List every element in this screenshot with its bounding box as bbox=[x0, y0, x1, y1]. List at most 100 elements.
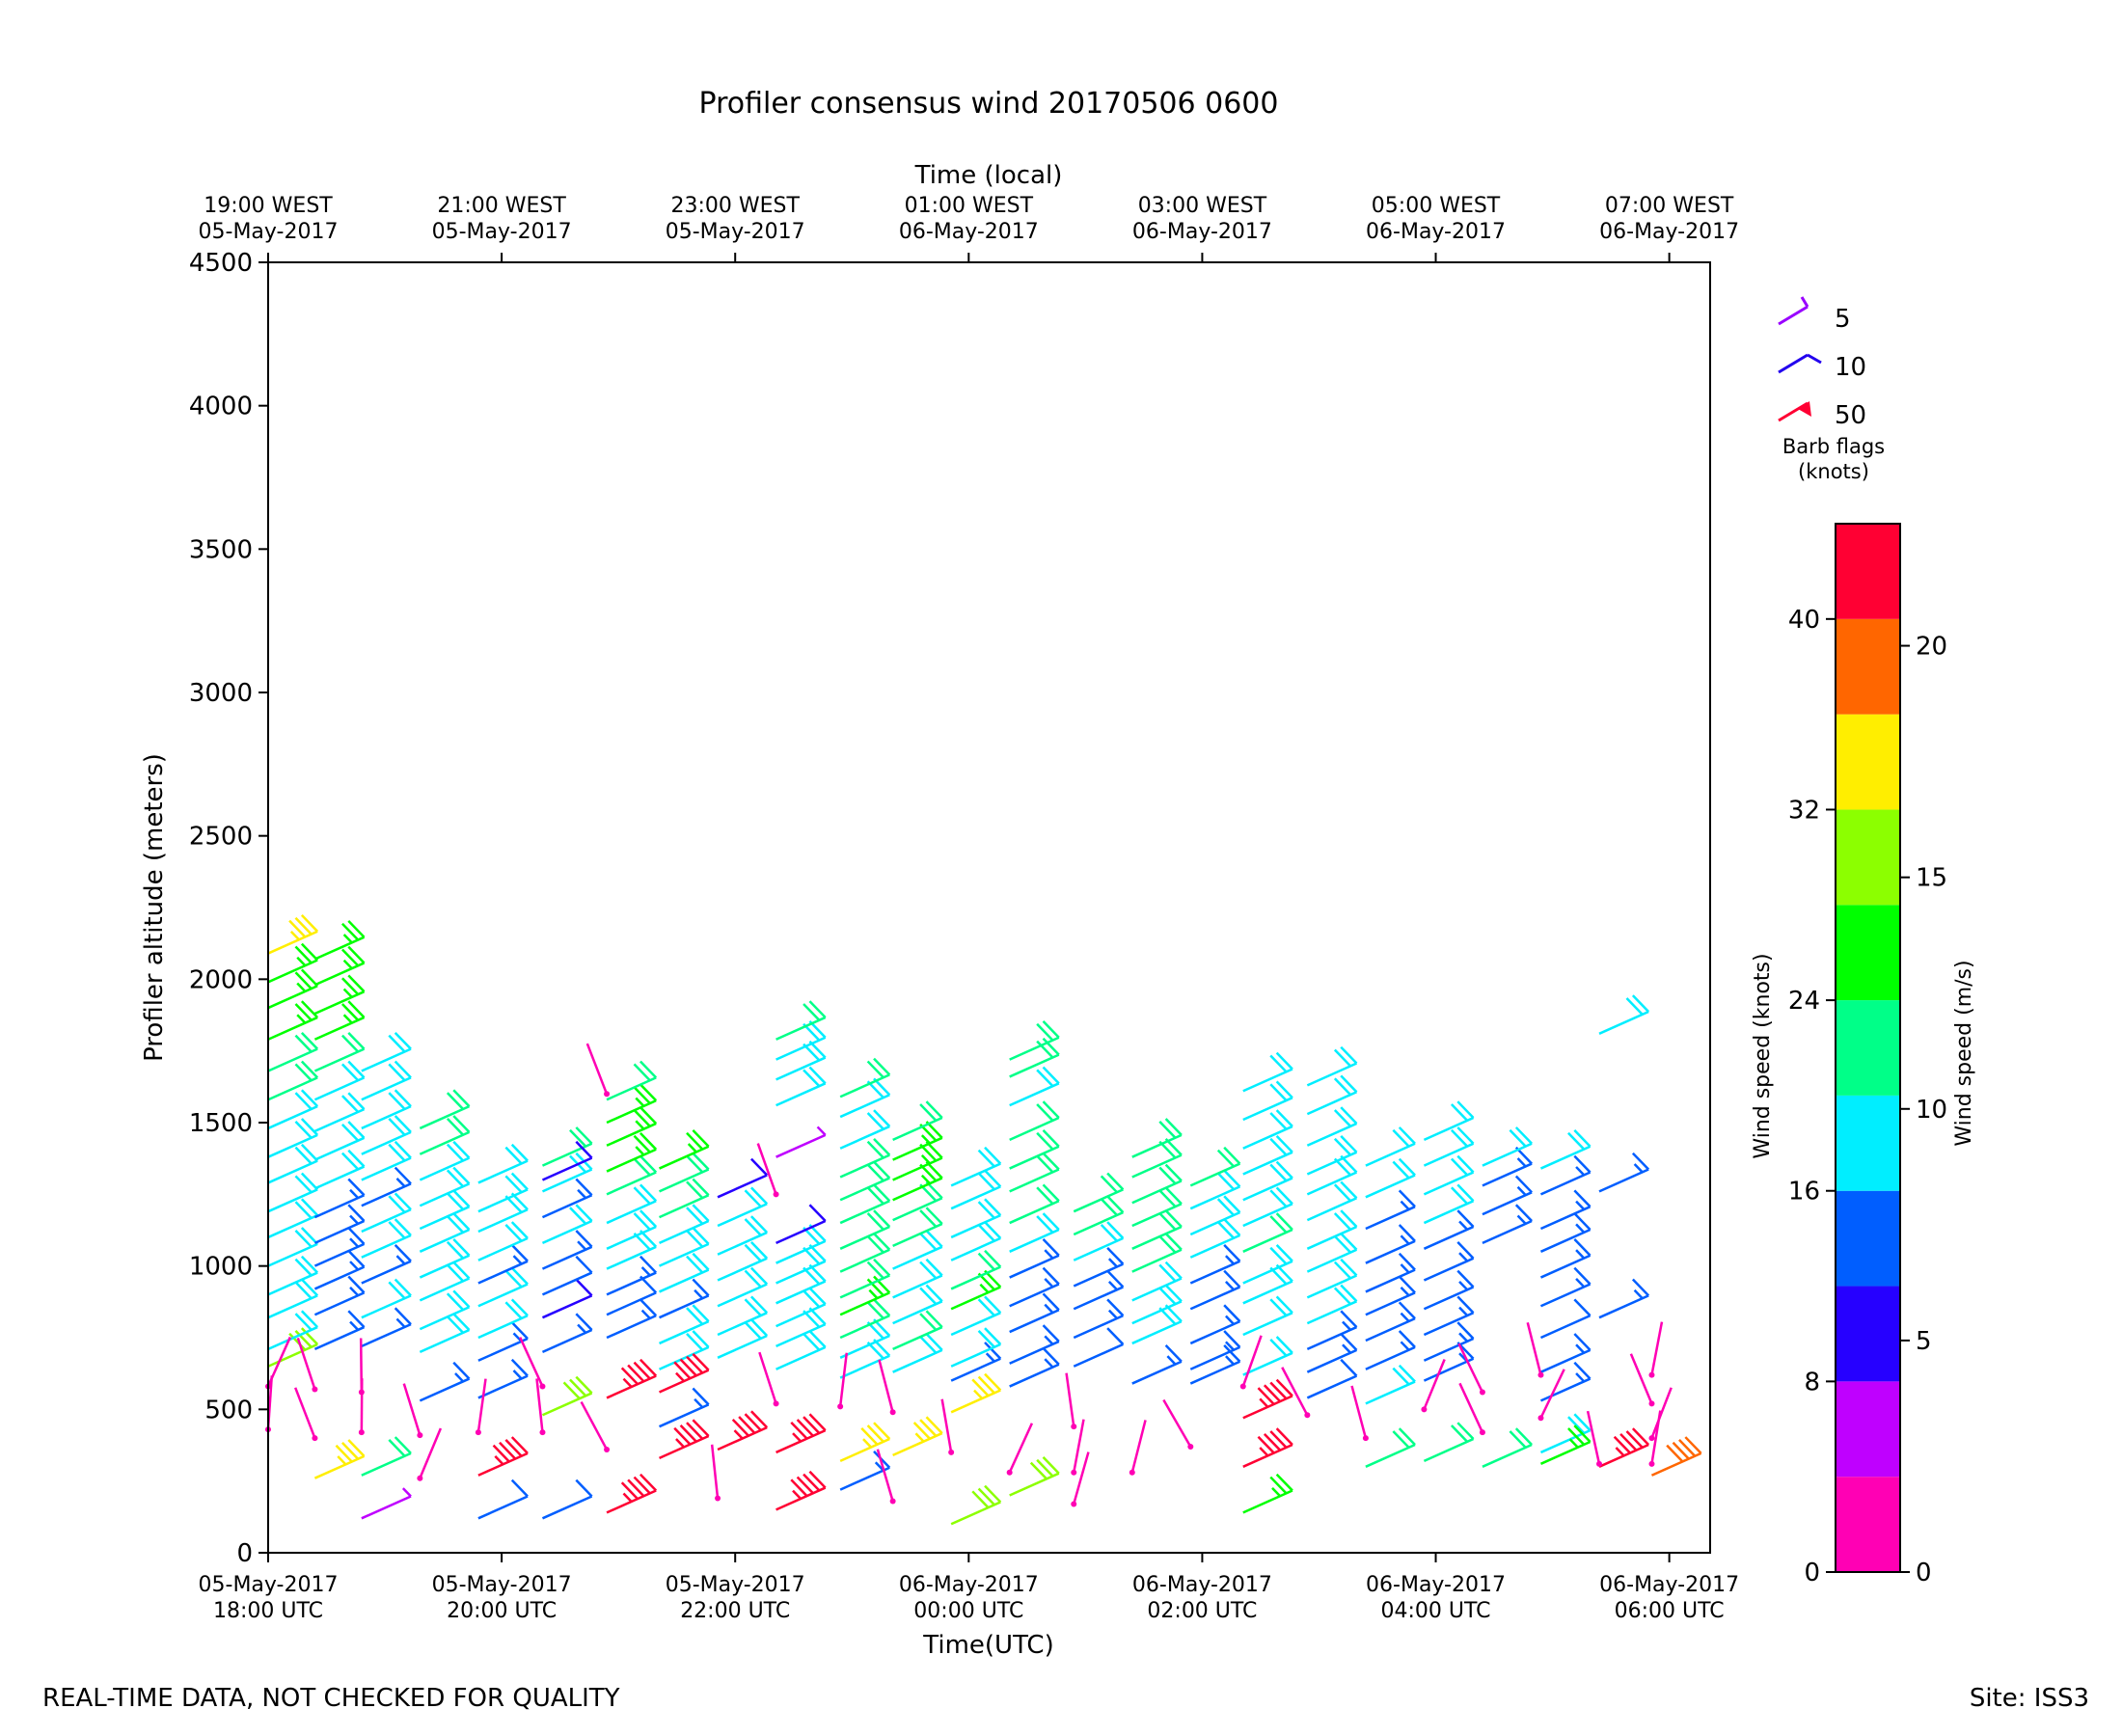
barb-shaft bbox=[419, 1206, 471, 1231]
barb-full bbox=[504, 1146, 523, 1165]
barb-half bbox=[1575, 1372, 1586, 1383]
barb-full bbox=[1275, 1378, 1293, 1397]
colorbar-knot-label: 16 bbox=[1788, 1178, 1820, 1207]
barb-full bbox=[347, 1439, 366, 1457]
barb-shaft bbox=[1073, 1419, 1085, 1473]
barb-shaft bbox=[476, 1378, 487, 1433]
wind-barb bbox=[477, 1172, 529, 1213]
barb-shaft bbox=[1482, 1443, 1533, 1468]
wind-barb bbox=[1423, 1241, 1475, 1282]
barb-half bbox=[1458, 1332, 1469, 1343]
wind-barb bbox=[475, 1378, 487, 1436]
barb-shaft bbox=[1423, 1337, 1475, 1362]
barb-shaft bbox=[1365, 1206, 1416, 1231]
wind-barb bbox=[419, 1238, 471, 1279]
barb-half bbox=[1615, 1447, 1625, 1457]
y-tick-label: 3000 bbox=[189, 679, 253, 708]
barb-shaft bbox=[1242, 1151, 1293, 1176]
barb-dot bbox=[889, 1409, 896, 1416]
wind-barb bbox=[1423, 1422, 1475, 1462]
barb-full bbox=[1631, 994, 1650, 1013]
y-tick-label: 1000 bbox=[189, 1253, 253, 1282]
barb-full bbox=[446, 1316, 465, 1334]
barb-half bbox=[342, 959, 353, 970]
barb-half bbox=[512, 1370, 523, 1380]
barb-half bbox=[1342, 1343, 1352, 1354]
barb-dot bbox=[1537, 1371, 1544, 1378]
barb-half bbox=[1458, 1281, 1469, 1291]
wind-barb bbox=[267, 1278, 319, 1319]
wind-barb bbox=[1131, 1118, 1183, 1158]
barb-shaft bbox=[1539, 1145, 1592, 1170]
wind-barb bbox=[1421, 1359, 1446, 1413]
barb-full bbox=[446, 1118, 465, 1136]
barb-shaft bbox=[1009, 1168, 1060, 1193]
barb-half bbox=[1400, 1200, 1410, 1210]
barb-shaft bbox=[717, 1312, 768, 1337]
wind-barb bbox=[775, 1330, 827, 1370]
barb-shaft bbox=[402, 1383, 422, 1436]
y-tick-label: 500 bbox=[204, 1396, 253, 1424]
barb-shaft bbox=[717, 1203, 768, 1228]
barb-shaft bbox=[1629, 1353, 1653, 1404]
barb-full bbox=[492, 1444, 510, 1463]
legend-barb-half bbox=[1800, 296, 1809, 308]
wind-barb bbox=[1009, 1266, 1060, 1308]
x2-tick-label: 05-May-2017 bbox=[199, 220, 339, 244]
x-tick-label: 05-May-2017 bbox=[199, 1573, 339, 1597]
barb-half bbox=[622, 1377, 633, 1388]
wind-barb bbox=[659, 1178, 710, 1219]
barb-full bbox=[1216, 1149, 1235, 1168]
barb-full bbox=[1567, 1427, 1586, 1446]
legend-barb-flag bbox=[1798, 401, 1811, 417]
barb-full bbox=[340, 1123, 360, 1142]
barb-half bbox=[792, 1432, 803, 1443]
wind-barb bbox=[1306, 1074, 1358, 1116]
wind-barb bbox=[1131, 1261, 1183, 1302]
barb-shaft bbox=[1650, 1387, 1673, 1439]
barb-shaft bbox=[419, 1130, 471, 1155]
barb-shaft bbox=[541, 1142, 593, 1167]
barb-full bbox=[803, 1333, 821, 1351]
barb-full bbox=[744, 1321, 762, 1340]
wind-barb bbox=[477, 1358, 529, 1399]
barb-full bbox=[452, 1140, 471, 1159]
barb-full bbox=[340, 1152, 360, 1171]
barb-full bbox=[1275, 1212, 1293, 1231]
colorbar-frame bbox=[1835, 523, 1901, 1573]
barb-shaft bbox=[1598, 1294, 1649, 1319]
wind-barb bbox=[1539, 1361, 1592, 1402]
barb-dot bbox=[1071, 1424, 1077, 1430]
wind-barb bbox=[267, 1172, 319, 1213]
barb-full bbox=[1333, 1109, 1352, 1127]
barb-full bbox=[300, 1060, 319, 1079]
barb-shaft bbox=[1131, 1277, 1183, 1302]
barb-shaft bbox=[775, 1303, 827, 1328]
barb-shaft bbox=[950, 1236, 1001, 1261]
wind-barb bbox=[477, 1243, 529, 1285]
barb-full bbox=[294, 1229, 313, 1248]
wind-barb bbox=[1423, 1321, 1475, 1362]
barb-full bbox=[1223, 1243, 1241, 1262]
barb-half bbox=[675, 1371, 685, 1382]
barb-full bbox=[633, 1476, 651, 1495]
barb-full bbox=[1158, 1263, 1177, 1283]
wind-barb bbox=[1009, 1238, 1060, 1279]
barb-full bbox=[1625, 1430, 1644, 1449]
barb-full bbox=[1257, 1435, 1275, 1454]
barb-shaft bbox=[1423, 1312, 1475, 1337]
barb-shaft bbox=[1131, 1248, 1183, 1273]
barb-full bbox=[1573, 1212, 1592, 1231]
barb-shaft bbox=[1306, 1122, 1358, 1147]
wind-barb bbox=[1189, 1146, 1241, 1187]
barb-full bbox=[1106, 1269, 1125, 1288]
barb-half bbox=[1044, 1278, 1054, 1288]
wind-barb bbox=[1365, 1364, 1416, 1405]
barb-shaft bbox=[1073, 1262, 1124, 1288]
barb-full bbox=[1036, 1040, 1054, 1059]
barb-full bbox=[1257, 1387, 1275, 1405]
wind-barb bbox=[477, 1321, 529, 1362]
barb-shaft bbox=[1457, 1343, 1484, 1394]
barb-full bbox=[925, 1416, 943, 1434]
wind-barb bbox=[419, 1212, 471, 1253]
